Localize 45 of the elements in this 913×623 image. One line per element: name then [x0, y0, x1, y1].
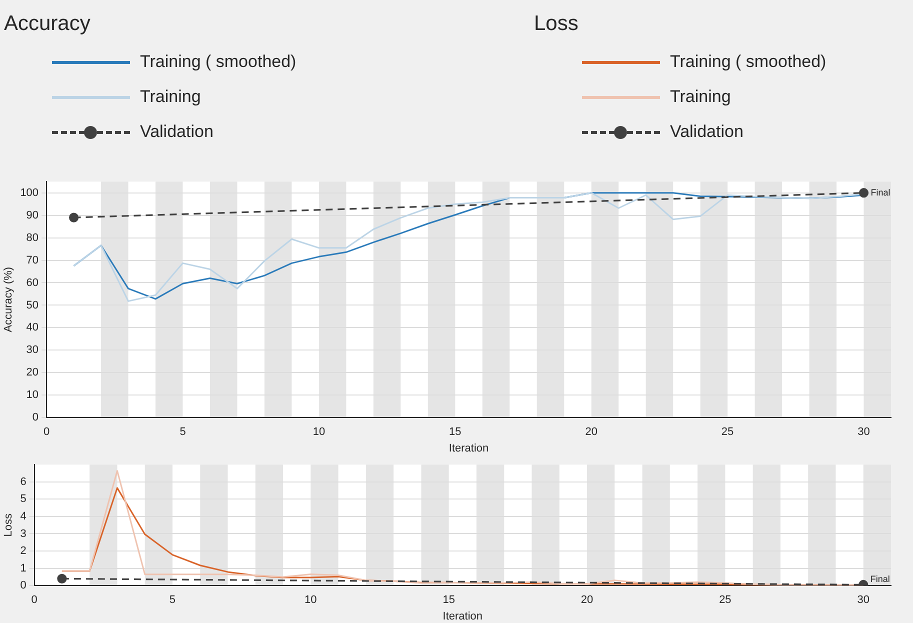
legend-label: Training ( smoothed): [140, 52, 296, 72]
x-tick-label: 15: [442, 594, 455, 606]
annotation: Final: [870, 574, 890, 584]
y-tick-label: 100: [20, 186, 39, 199]
x-tick-label: 10: [304, 594, 317, 606]
x-tick-label: 15: [449, 426, 462, 438]
x-tick-label: 5: [169, 594, 176, 606]
legend-label: Training ( smoothed): [670, 52, 826, 72]
y-tick-label: 1: [20, 562, 26, 574]
legend-label: Training: [140, 86, 201, 106]
y-tick-label: 10: [26, 389, 39, 402]
x-tick-label: 20: [585, 426, 598, 438]
x-axis-title: Iteration: [448, 442, 489, 454]
legend-label: Training: [670, 86, 731, 106]
y-tick-label: 60: [26, 276, 39, 289]
x-tick-label: 10: [312, 426, 326, 438]
y-tick-label: 2: [20, 545, 26, 558]
x-tick-label: 5: [180, 426, 186, 438]
x-tick-label: 20: [580, 594, 594, 606]
y-tick-label: 70: [26, 254, 39, 266]
legend-title: Accuracy: [4, 12, 92, 36]
legend-label: Validation: [670, 122, 744, 142]
y-tick-label: 80: [26, 232, 39, 244]
y-axis-title: Accuracy (%): [2, 266, 15, 332]
y-tick-label: 50: [26, 299, 39, 312]
x-tick-label: 30: [858, 426, 870, 438]
y-tick-label: 5: [20, 493, 26, 506]
y-tick-label: 0: [20, 580, 26, 592]
y-axis-title: Loss: [2, 512, 15, 537]
y-tick-label: 30: [26, 344, 39, 356]
y-tick-label: 90: [26, 209, 39, 222]
y-tick-label: 0: [32, 412, 39, 424]
y-tick-label: 20: [26, 366, 39, 379]
x-tick-label: 25: [719, 594, 732, 606]
y-tick-label: 3: [20, 528, 26, 540]
x-tick-label: 30: [857, 594, 870, 606]
y-tick-label: 4: [20, 510, 26, 522]
annotation: Final: [870, 187, 890, 198]
x-tick-label: 0: [43, 426, 50, 438]
x-axis-title: Iteration: [442, 610, 483, 622]
legend-label: Validation: [140, 122, 214, 142]
legend-title: Loss: [534, 12, 580, 36]
y-tick-label: 40: [26, 322, 39, 334]
x-tick-label: 25: [721, 426, 734, 438]
y-tick-label: 6: [20, 476, 26, 488]
